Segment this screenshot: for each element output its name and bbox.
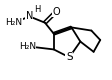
- Text: O: O: [52, 7, 60, 17]
- Text: H₂N: H₂N: [19, 42, 36, 51]
- Text: N: N: [26, 11, 33, 21]
- Text: H₂N: H₂N: [5, 18, 23, 27]
- Text: H: H: [34, 5, 40, 14]
- Text: S: S: [66, 52, 73, 62]
